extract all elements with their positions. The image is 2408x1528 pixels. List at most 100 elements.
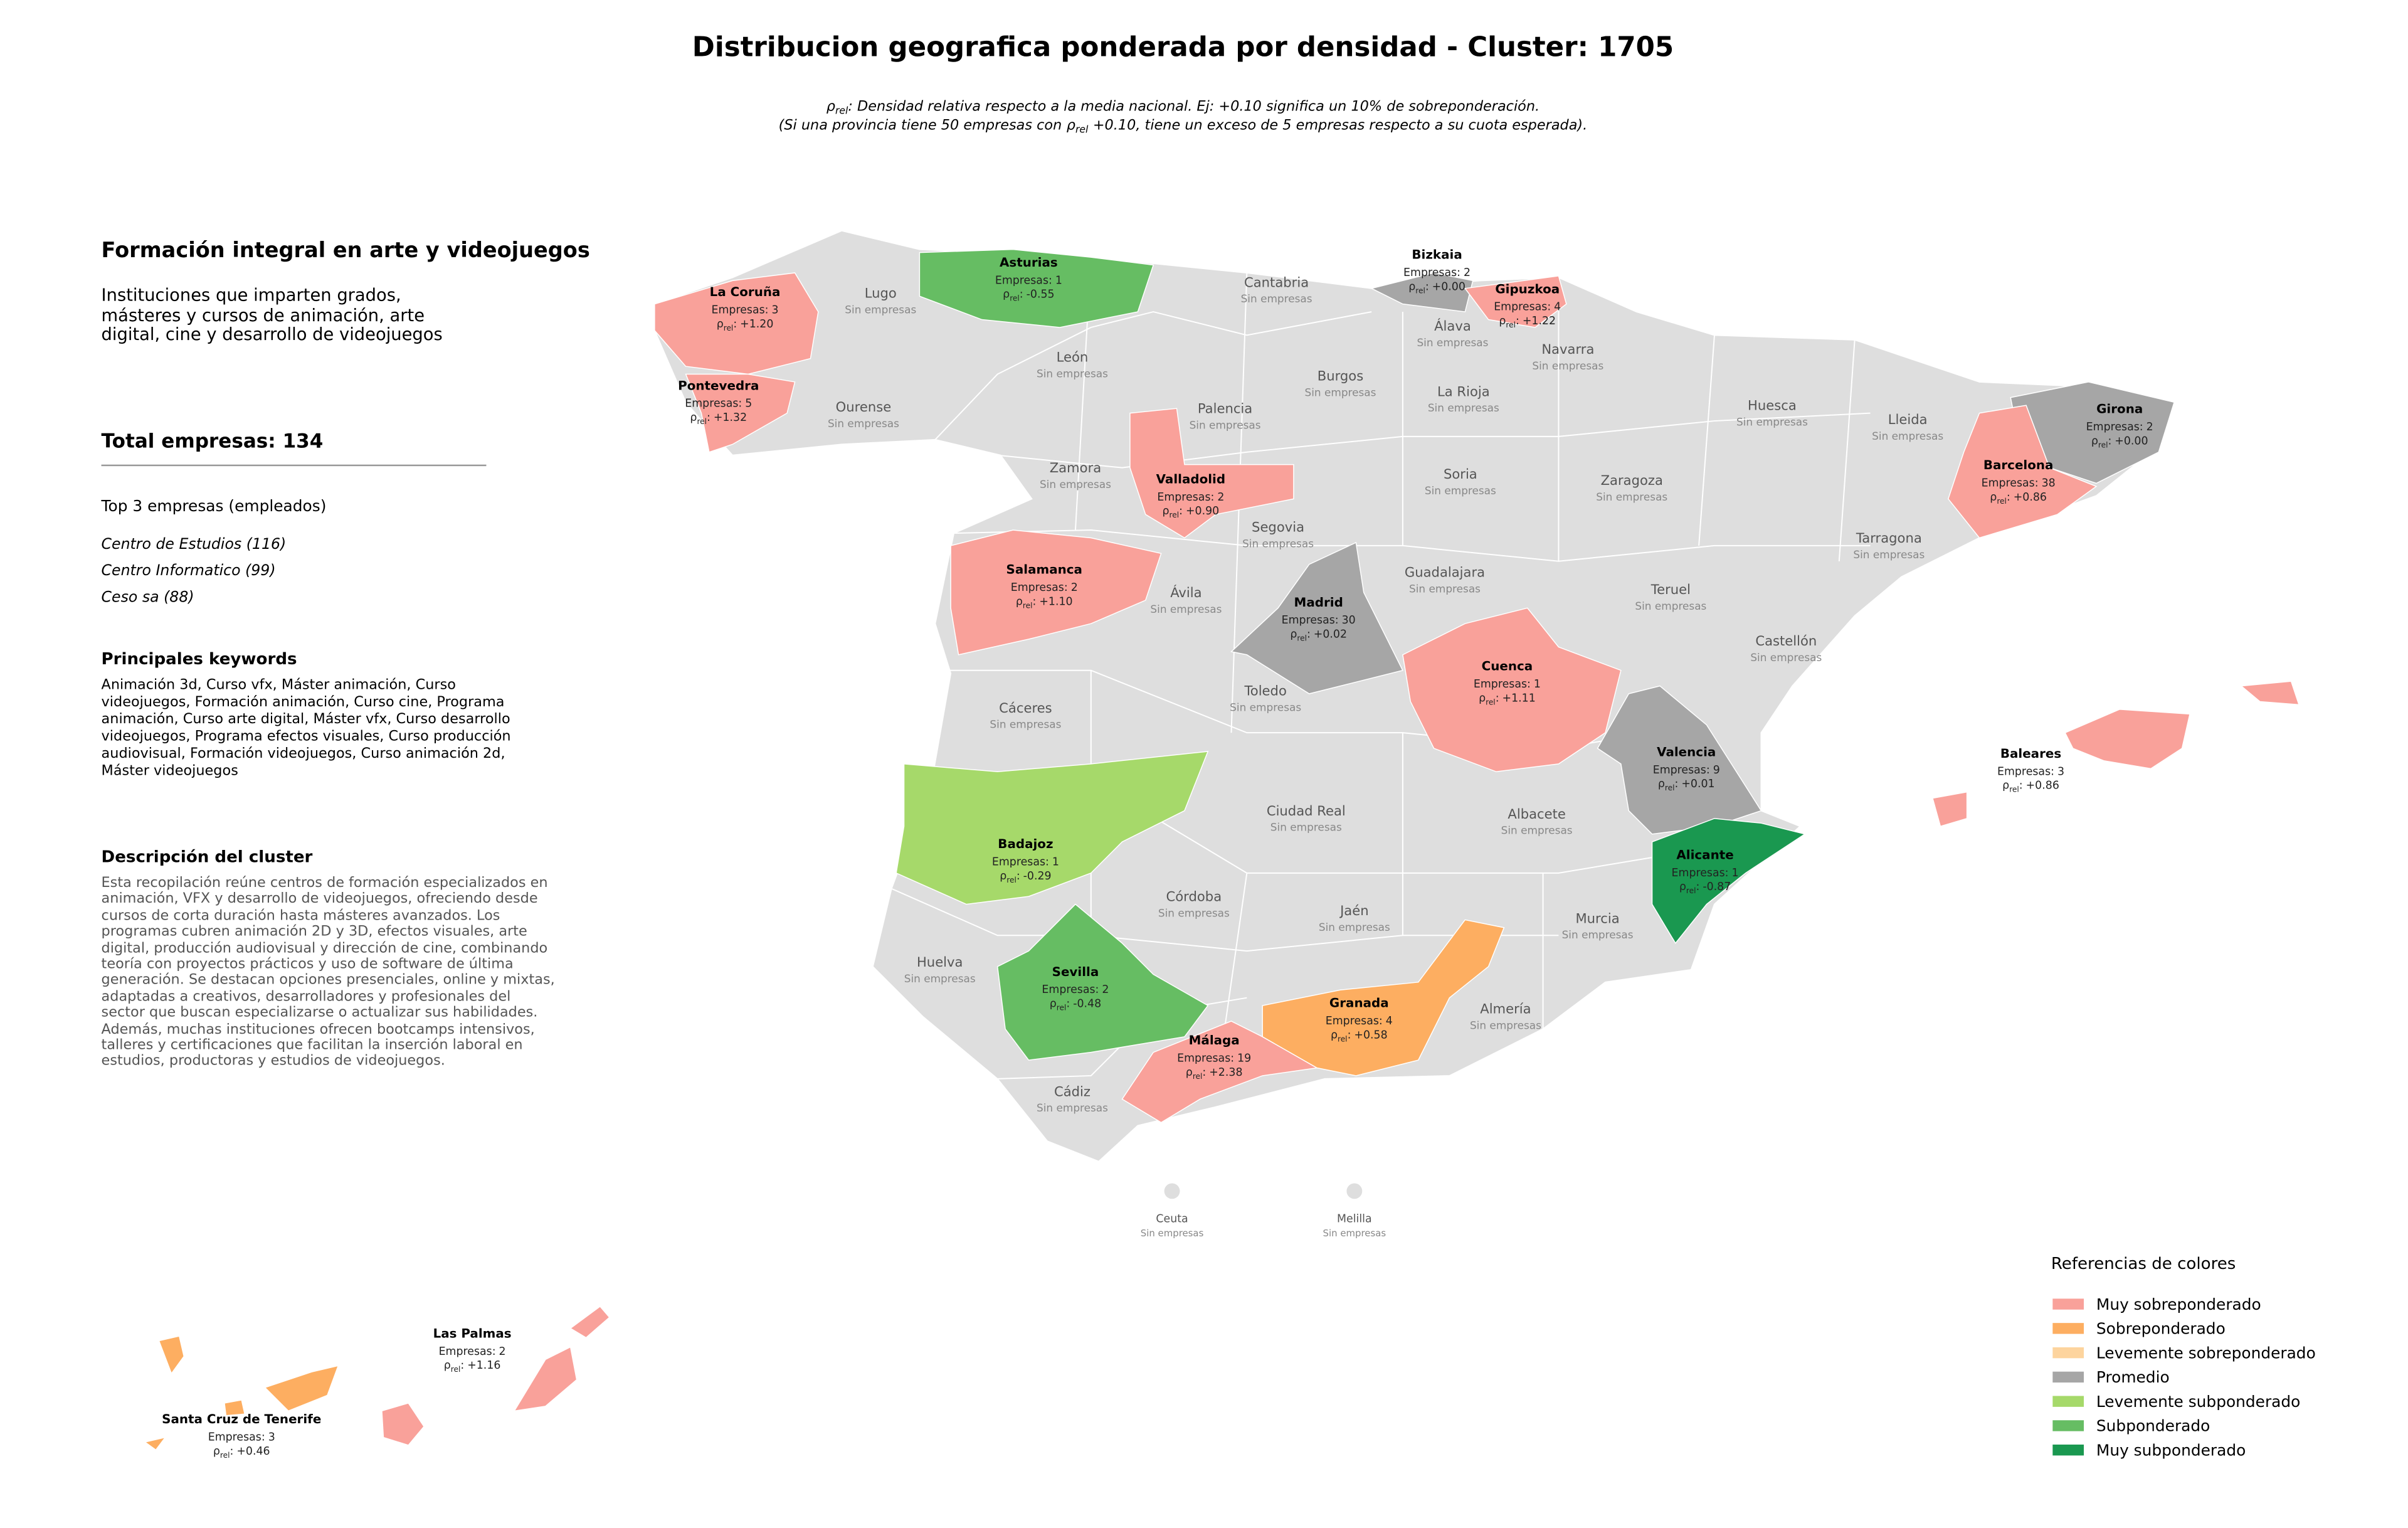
province-name: Navarra [1541, 341, 1594, 357]
empty-label: Sin empresas [1532, 359, 1603, 372]
province-name: Soria [1444, 466, 1477, 482]
top-company: Centro de Estudios (116) [101, 536, 287, 554]
rho-symbol: ρ [1499, 315, 1506, 327]
rho-value: +0.46 [236, 1445, 270, 1458]
province-name: Almería [1480, 1001, 1531, 1017]
province-name: Cáceres [999, 700, 1052, 716]
province-count: Empresas: 1 [992, 856, 1059, 868]
legend-label: Levemente sobreponderado [2096, 1344, 2316, 1362]
province-shape [1262, 919, 1505, 1076]
count-value: 4 [1554, 301, 1561, 314]
rho-symbol: ρ [826, 98, 835, 114]
province-border [1838, 339, 1856, 561]
cluster-desc-heading: Descripción del cluster [101, 848, 313, 867]
province-rho: ρrel: +1.11 [1479, 692, 1536, 706]
empty-label: Sin empresas [1470, 1019, 1541, 1031]
legend-swatch [2052, 1371, 2084, 1383]
rho-sub: rel [1193, 1072, 1203, 1081]
empty-label: Sin empresas [1230, 701, 1301, 713]
count-value: 3 [268, 1431, 275, 1444]
province-name: Segovia [1252, 519, 1304, 535]
province-count: Empresas: 4 [1326, 1015, 1393, 1027]
province-name: Guadalajara [1405, 565, 1485, 580]
rho-value: +0.00 [2115, 435, 2148, 447]
empty-label: Sin empresas [1158, 906, 1230, 919]
empty-label: Sin empresas [1037, 367, 1108, 379]
count-prefix: Empresas: [1474, 678, 1531, 691]
province-name: Sevilla [1052, 965, 1099, 979]
rho-symbol: ρ [1067, 117, 1075, 133]
rho-suffix: : [1307, 629, 1311, 641]
province-name: Granada [1329, 996, 1389, 1011]
rho-symbol: ρ [1003, 289, 1010, 301]
count-prefix: Empresas: [1672, 867, 1729, 879]
empty-label: Sin empresas [1323, 1228, 1386, 1239]
rho-suffix: : [1425, 280, 1429, 293]
empty-label: Sin empresas [1409, 582, 1481, 595]
count-prefix: Empresas: [2086, 421, 2143, 433]
province-border [1090, 311, 1372, 336]
subtitle: (Si una provincia tiene 50 empresas con ρ… [779, 117, 1588, 135]
province-name: Albacete [1508, 806, 1566, 822]
province-count: Empresas: 38 [1982, 477, 2056, 489]
province-name: Burgos [1318, 368, 1363, 383]
count-value: 2 [499, 1345, 506, 1358]
province-name: Zamora [1050, 460, 1101, 475]
province-count: Empresas: 2 [2086, 421, 2153, 433]
rho-symbol: ρ [1479, 692, 1486, 704]
province-name: Barcelona [1983, 458, 2054, 472]
empty-label: Sin empresas [1270, 821, 1342, 834]
empty-label: Sin empresas [1635, 600, 1706, 612]
count-prefix: Empresas: [995, 274, 1052, 287]
province-name: Cádiz [1054, 1083, 1090, 1099]
empty-label: Sin empresas [1501, 824, 1573, 837]
rho-value: -0.55 [1027, 289, 1055, 301]
province-shape [895, 751, 1209, 905]
province-shape [950, 529, 1162, 655]
cluster-summary: Instituciones que imparten grados, máste… [101, 285, 443, 345]
rho-symbol: ρ [1408, 280, 1415, 293]
count-prefix: Empresas: [1326, 1015, 1383, 1027]
count-value: 2 [1102, 984, 1109, 996]
rho-value: +0.90 [1186, 505, 1219, 517]
province-count: Empresas: 3 [1997, 765, 2064, 778]
rho-symbol: ρ [1679, 881, 1686, 893]
rho-value: -0.29 [1023, 870, 1052, 883]
province-shape [1370, 272, 1474, 312]
rho-value: +1.16 [467, 1359, 500, 1372]
legend-swatch [2052, 1445, 2084, 1456]
province-name: Lugo [865, 285, 897, 301]
province-shape [1464, 275, 1567, 328]
legend-label: Muy subponderado [2096, 1441, 2246, 1459]
rho-sub: rel [1006, 876, 1017, 884]
province-border [1698, 335, 1715, 546]
legend-swatch [2052, 1347, 2084, 1359]
province-shape [381, 1403, 425, 1446]
province-name: Valladolid [1156, 472, 1225, 486]
count-prefix: Empresas: [1011, 581, 1068, 594]
province-rho: ρrel: +0.86 [1990, 491, 2047, 506]
count-value: 1 [1055, 274, 1062, 287]
rho-symbol: ρ [1658, 778, 1665, 790]
rho-value: +1.20 [740, 318, 773, 331]
province-name: Álava [1434, 318, 1471, 334]
legend-swatch [2052, 1298, 2084, 1310]
province-name: Bizkaia [1412, 248, 1462, 262]
city-dot [1164, 1183, 1180, 1199]
subtitle-text: +0.10, tiene un exceso de 5 empresas res… [1093, 117, 1587, 133]
rho-suffix: : [2108, 435, 2111, 447]
rho-value: -0.87 [1703, 881, 1731, 893]
empty-label: Sin empresas [1242, 537, 1314, 549]
rho-value: +0.58 [1354, 1029, 1387, 1041]
province-name: La Coruña [710, 285, 781, 299]
rho-symbol: ρ [1050, 998, 1057, 1011]
rho-value: +0.86 [2014, 491, 2047, 504]
count-prefix: Empresas: [1982, 477, 2039, 489]
province-rho: ρrel: -0.55 [1003, 289, 1054, 303]
count-value: 19 [1237, 1053, 1251, 1065]
province-name: Málaga [1189, 1033, 1240, 1048]
province-name: Baleares [2000, 746, 2061, 761]
count-value: 1 [1534, 678, 1541, 691]
rho-symbol: ρ [717, 318, 724, 331]
